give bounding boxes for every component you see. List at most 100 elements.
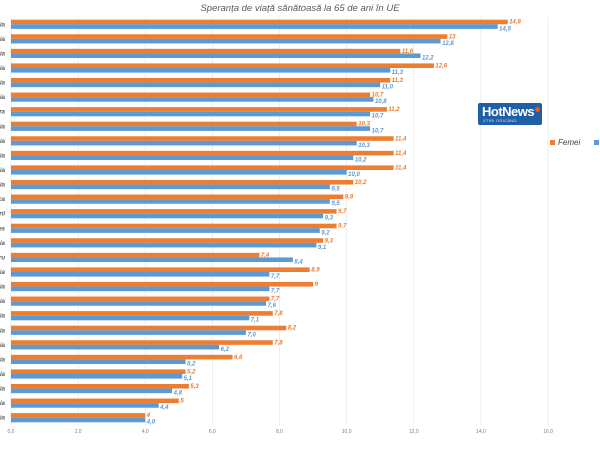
bar-female bbox=[11, 165, 394, 170]
data-label-male: 9,2 bbox=[321, 230, 330, 236]
data-label-female: 11,6 bbox=[402, 49, 414, 55]
bar-female bbox=[11, 194, 344, 200]
bar-male bbox=[11, 272, 270, 277]
data-label-female: 8,9 bbox=[311, 267, 320, 273]
data-label-female: 6,6 bbox=[234, 355, 243, 361]
x-tick-label: 14,0 bbox=[476, 429, 486, 435]
data-label-female: 7,7 bbox=[271, 297, 280, 303]
data-label-female: 14,8 bbox=[509, 20, 521, 26]
bar-female bbox=[11, 92, 371, 98]
bar-male bbox=[11, 286, 270, 292]
data-label-female: 11,4 bbox=[395, 165, 407, 171]
data-label-male: 10,0 bbox=[348, 172, 360, 178]
data-label-female: 9,9 bbox=[345, 195, 354, 201]
data-label-female: 13 bbox=[449, 34, 456, 40]
x-tick-label: 6,0 bbox=[209, 429, 216, 435]
category-label: ia bbox=[0, 285, 6, 291]
bar-female bbox=[11, 34, 448, 39]
data-label-male: 11,3 bbox=[392, 70, 404, 76]
bar-male bbox=[11, 242, 317, 248]
data-label-male: 9,5 bbox=[331, 187, 340, 193]
category-label: rii bbox=[0, 212, 5, 218]
category-label: ia bbox=[0, 387, 6, 393]
category-label: ia bbox=[0, 22, 6, 28]
category-label: ra bbox=[0, 110, 6, 116]
category-label: ia bbox=[0, 51, 6, 57]
logo-dot-icon bbox=[535, 107, 540, 112]
x-tick-label: 16,0 bbox=[543, 429, 553, 435]
data-label-male: 7,6 bbox=[268, 303, 277, 309]
category-label: ia bbox=[0, 153, 6, 159]
legend-label-female: Femei bbox=[558, 138, 581, 147]
category-label: ia bbox=[0, 81, 6, 87]
bar-male bbox=[11, 417, 146, 423]
x-tick-label: 4,0 bbox=[142, 429, 149, 435]
data-label-male: 12,2 bbox=[422, 55, 434, 61]
data-label-male: 10,8 bbox=[375, 99, 387, 105]
bar-female bbox=[11, 136, 394, 141]
bar-female bbox=[11, 223, 337, 229]
bar-male bbox=[11, 359, 186, 365]
bar-male bbox=[11, 97, 374, 102]
bar-male bbox=[11, 403, 159, 408]
chart-title: Speranța de viață sănătoasă la 65 de ani… bbox=[200, 3, 400, 14]
hotnews-logo: HotNews ȘTIRI ORICÂND bbox=[478, 103, 542, 125]
bar-male bbox=[11, 155, 354, 161]
category-label: ia bbox=[0, 314, 6, 320]
data-label-male: 8,4 bbox=[294, 259, 303, 265]
category-label: ru bbox=[0, 255, 5, 261]
bar-male bbox=[11, 315, 250, 321]
category-label: ia bbox=[0, 270, 6, 276]
bar-female bbox=[11, 48, 401, 54]
bar-female bbox=[11, 121, 357, 127]
category-label: ia bbox=[0, 168, 6, 174]
data-label-female: 5 bbox=[180, 399, 184, 405]
category-label: ia bbox=[0, 357, 6, 363]
logo-subtext: ȘTIRI ORICÂND bbox=[483, 118, 517, 123]
data-label-male: 9,5 bbox=[331, 201, 340, 207]
category-label: ia bbox=[0, 299, 6, 305]
data-label-female: 9 bbox=[315, 282, 319, 288]
bar-male bbox=[11, 53, 421, 59]
category-label: es bbox=[0, 226, 6, 232]
x-tick-label: 10,0 bbox=[342, 429, 352, 435]
category-label: ia bbox=[0, 328, 6, 334]
bar-male bbox=[11, 184, 330, 190]
chart-legend: Femei B bbox=[550, 138, 600, 147]
bar-female bbox=[11, 398, 179, 404]
data-label-female: 11,4 bbox=[395, 136, 407, 142]
data-label-female: 11,3 bbox=[392, 78, 404, 84]
bar-layer: 14,814,51312,811,612,212,611,311,311,010… bbox=[11, 19, 522, 426]
bar-male bbox=[11, 388, 173, 394]
data-label-male: 4,4 bbox=[159, 405, 169, 411]
bar-female bbox=[11, 238, 324, 243]
bar-male bbox=[11, 68, 391, 73]
data-label-female: 9,7 bbox=[338, 209, 347, 215]
category-label: ia bbox=[0, 66, 6, 72]
data-label-female: 10,2 bbox=[355, 180, 367, 186]
category-label: ca bbox=[0, 197, 6, 203]
category-label: ia bbox=[0, 372, 6, 378]
data-label-male: 4,0 bbox=[146, 420, 156, 426]
bar-male bbox=[11, 24, 498, 29]
bar-male bbox=[11, 330, 246, 335]
legend-item-female: Femei bbox=[550, 138, 580, 147]
data-label-female: 8,2 bbox=[288, 326, 297, 332]
bar-female bbox=[11, 19, 508, 25]
category-labels: ia ia ia ia ia ia ra ia ia ia ia ia ca rii es ia ru ia ia i… bbox=[0, 22, 6, 421]
legend-swatch-female bbox=[550, 140, 555, 146]
legend-swatch-male bbox=[594, 140, 600, 146]
data-label-male: 7,1 bbox=[251, 318, 260, 324]
bar-female bbox=[11, 413, 146, 418]
bar-female bbox=[11, 369, 186, 374]
bar-male bbox=[11, 38, 441, 44]
logo-text: HotNews bbox=[482, 104, 535, 119]
data-label-male: 12,8 bbox=[442, 41, 454, 47]
data-label-female: 9,7 bbox=[338, 224, 347, 230]
bar-male bbox=[11, 257, 293, 263]
data-label-male: 7,7 bbox=[271, 289, 280, 295]
bar-male bbox=[11, 126, 371, 131]
bar-male bbox=[11, 199, 330, 204]
x-tick-label: 0,0 bbox=[8, 429, 15, 435]
